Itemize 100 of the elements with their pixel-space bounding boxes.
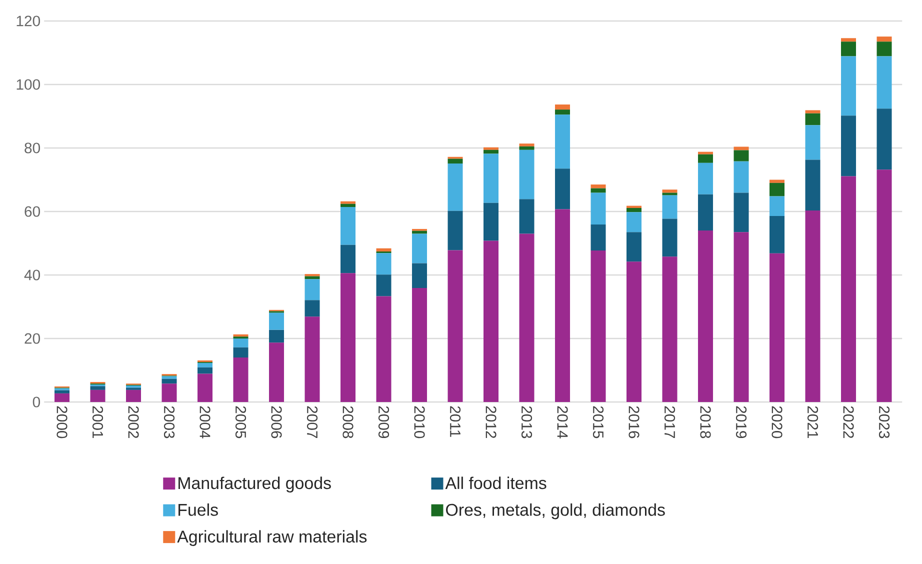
- bar: [626, 232, 642, 262]
- y-tick-label: 60: [24, 206, 40, 217]
- bar: [805, 125, 820, 160]
- x-tick-label: 2008: [342, 406, 354, 438]
- bar: [626, 208, 642, 212]
- bar: [555, 168, 570, 210]
- bar: [698, 154, 714, 163]
- bar: [376, 296, 392, 402]
- bar: [233, 338, 248, 348]
- x-tick-label: 2021: [807, 406, 818, 438]
- bar: [626, 212, 642, 232]
- bar: [233, 334, 248, 337]
- bar: [376, 248, 392, 252]
- bar: [662, 256, 678, 402]
- bar: [876, 42, 892, 56]
- x-tick-label: 2000: [56, 406, 68, 438]
- bar: [876, 36, 892, 42]
- bar: [734, 146, 749, 150]
- bar: [698, 194, 714, 231]
- bar: [770, 182, 785, 196]
- bar: [54, 393, 70, 402]
- bar: [340, 201, 356, 204]
- bar: [519, 144, 534, 146]
- y-tick-label: 100: [16, 79, 40, 90]
- bar: [198, 362, 213, 368]
- bar: [555, 104, 570, 110]
- bar: [448, 164, 463, 211]
- legend-label: All food items: [445, 476, 546, 490]
- x-tick-label: 2011: [450, 406, 461, 437]
- bar: [376, 253, 392, 275]
- bar: [412, 288, 428, 402]
- x-tick-label: 2010: [414, 406, 425, 438]
- bar: [519, 150, 534, 200]
- bar: [484, 154, 499, 203]
- bar: [698, 230, 714, 402]
- bar: [269, 342, 284, 402]
- bar: [698, 162, 714, 194]
- bar: [162, 378, 177, 384]
- bar: [519, 146, 534, 150]
- bar: [626, 262, 642, 402]
- bar: [590, 184, 606, 188]
- legend-label: Manufactured goods: [178, 476, 331, 492]
- x-tick-label: 2018: [700, 406, 711, 438]
- bar: [805, 210, 820, 402]
- bar: [734, 192, 749, 232]
- bar: [90, 386, 106, 390]
- x-tick-label: 2016: [628, 406, 640, 438]
- y-tick-label: 120: [16, 16, 40, 26]
- x-tick-label: 2005: [235, 406, 246, 438]
- bar: [340, 273, 356, 402]
- bar: [662, 218, 678, 257]
- bar: [662, 192, 678, 196]
- bar: [876, 108, 892, 170]
- x-tick-label: 2006: [271, 406, 282, 438]
- x-tick-label: 2017: [664, 406, 676, 438]
- bar: [519, 234, 534, 402]
- bar: [662, 195, 678, 219]
- bar: [805, 113, 820, 126]
- bar: [805, 160, 820, 211]
- legend-label: Ores, metals, gold, diamonds: [446, 503, 665, 520]
- bar: [805, 110, 820, 114]
- x-tick-label: 2002: [128, 406, 139, 438]
- bar: [484, 240, 499, 402]
- bar: [841, 56, 856, 116]
- bar: [734, 150, 749, 162]
- bar: [698, 152, 714, 154]
- bar: [841, 176, 856, 402]
- bar: [126, 385, 141, 388]
- bar: [590, 250, 606, 402]
- x-tick-label: 2007: [306, 406, 318, 438]
- bar: [162, 384, 177, 402]
- legend-label: Agricultural raw materials: [177, 530, 367, 546]
- bar: [734, 161, 749, 193]
- bar: [233, 347, 248, 358]
- x-tick-label: 2004: [200, 406, 210, 438]
- y-tick-label: 20: [24, 333, 40, 344]
- bar: [770, 216, 785, 254]
- y-tick-label: 40: [24, 270, 40, 280]
- bar: [662, 190, 678, 193]
- x-tick-label: 2003: [164, 406, 175, 438]
- bar: [841, 116, 856, 176]
- bar: [590, 224, 606, 251]
- bar: [54, 390, 70, 394]
- bar: [590, 192, 606, 225]
- bar: [448, 250, 463, 402]
- x-tick-label: 2022: [843, 406, 854, 438]
- bar: [555, 110, 570, 115]
- bar: [484, 150, 499, 154]
- bar: [304, 316, 320, 402]
- x-tick-label: 2019: [736, 406, 747, 438]
- bar: [555, 114, 570, 169]
- bar: [448, 210, 463, 250]
- bar: [340, 207, 356, 245]
- bar: [876, 56, 892, 109]
- x-tick-label: 2014: [557, 406, 568, 438]
- y-tick-label: 80: [24, 142, 40, 154]
- bar: [376, 274, 392, 296]
- bar: [269, 330, 284, 343]
- x-tick-label: 2009: [378, 406, 390, 438]
- x-tick-label: 2001: [92, 406, 104, 438]
